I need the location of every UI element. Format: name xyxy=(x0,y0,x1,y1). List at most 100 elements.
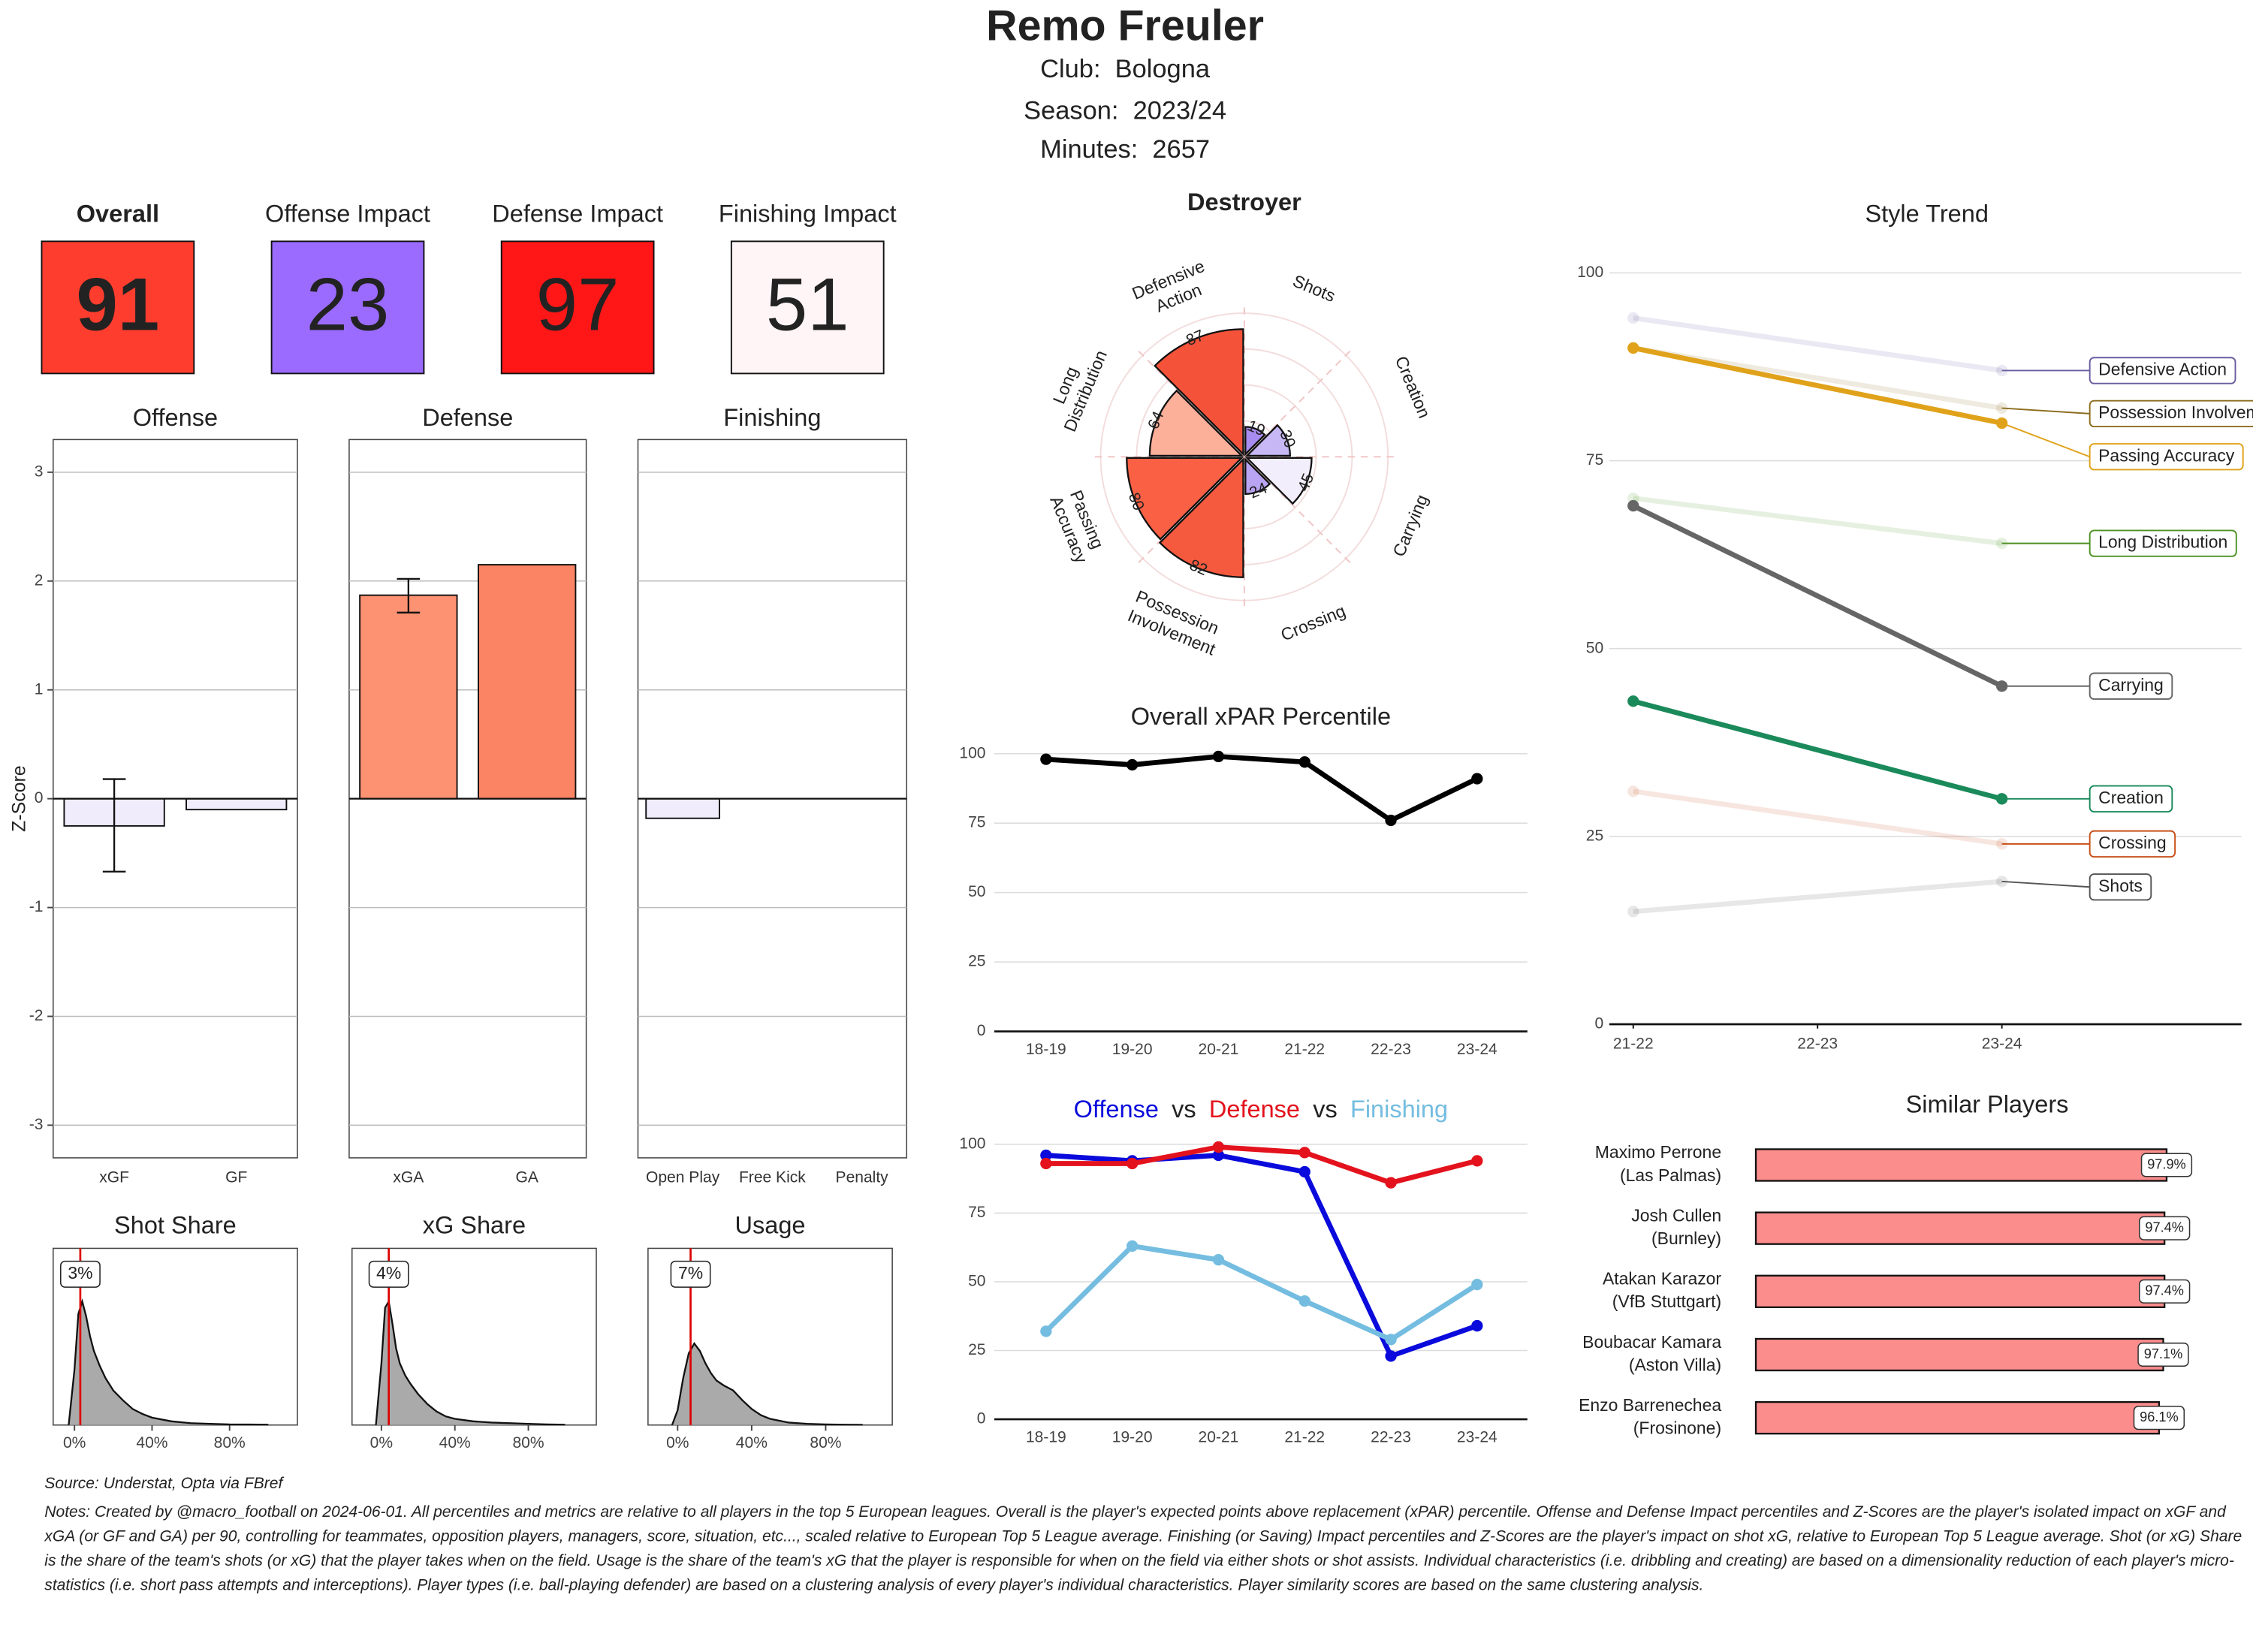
y-axis-title: Z-Score xyxy=(8,765,29,831)
point xyxy=(1471,1319,1483,1332)
legend-entry: Creation xyxy=(2098,788,2164,807)
point xyxy=(1212,1254,1225,1266)
wedge xyxy=(1154,328,1244,457)
category-label: Defensive Action xyxy=(1130,254,1220,322)
panel-title: Offense xyxy=(133,404,218,431)
source: Source: Understat, Opta via FBref xyxy=(44,1475,283,1493)
point xyxy=(1212,1149,1225,1162)
wedge xyxy=(1148,389,1244,457)
kpi-box xyxy=(500,240,655,375)
point xyxy=(1627,695,1639,707)
title-separator: vs xyxy=(1172,1095,1196,1122)
kpi-label: Finishing Impact xyxy=(719,200,897,228)
marker-label: 4% xyxy=(376,1263,401,1283)
footer-text: Source: Understat, Opta via FBref Notes:… xyxy=(44,1473,2242,1599)
y-tick-label: 75 xyxy=(1586,451,1603,469)
legend-box xyxy=(2089,830,2176,858)
point xyxy=(1126,1240,1139,1253)
series-line xyxy=(1633,496,2003,546)
point xyxy=(1995,838,2008,850)
x-tick-label: 18-19 xyxy=(1026,1041,1066,1058)
player-name: Boubacar Kamara xyxy=(1582,1332,1721,1352)
point xyxy=(1385,1177,1397,1189)
notes: Notes: Created by @macro_football on 202… xyxy=(44,1503,2242,1595)
x-tick-label: 20-21 xyxy=(1199,1429,1239,1446)
point xyxy=(1995,876,2008,888)
y-tick-label: 25 xyxy=(968,1341,985,1358)
point xyxy=(1040,753,1052,765)
player-club: (Aston Villa) xyxy=(1629,1355,1721,1374)
category-label: Passing Accuracy xyxy=(1046,485,1111,566)
legend-box xyxy=(2089,785,2173,812)
point xyxy=(1040,1325,1052,1337)
kpi-label: Offense Impact xyxy=(265,200,430,228)
legend-box xyxy=(2089,672,2173,700)
point xyxy=(1040,1157,1052,1170)
value-label-box xyxy=(2133,1406,2185,1430)
point xyxy=(1298,1295,1310,1307)
x-tick-label: 80% xyxy=(512,1434,544,1452)
bar xyxy=(1754,1148,2168,1182)
x-tick-label: 80% xyxy=(214,1434,246,1452)
point xyxy=(1627,499,1639,512)
category-label: Creation xyxy=(1392,353,1434,421)
legend-box xyxy=(2089,443,2244,471)
point xyxy=(1385,814,1397,827)
y-tick-label: 100 xyxy=(959,744,985,761)
x-tick-label: xGA xyxy=(393,1168,424,1186)
value-label-box xyxy=(2137,1342,2189,1367)
y-tick-label: 50 xyxy=(1586,639,1603,656)
x-tick-label: 22-23 xyxy=(1371,1429,1411,1446)
kpi-box xyxy=(270,240,425,375)
point xyxy=(1471,1278,1483,1291)
subtitle: Season: 2023/24 xyxy=(1024,96,1226,125)
series-line xyxy=(1632,503,2004,689)
density-area xyxy=(671,1343,863,1425)
category-label: Crossing xyxy=(1278,601,1349,645)
x-tick-label: 23-24 xyxy=(1457,1041,1497,1058)
player-name: Atakan Karazor xyxy=(1603,1269,1721,1289)
legend-entry: Defense xyxy=(1209,1095,1300,1122)
bar xyxy=(1754,1274,2166,1309)
player-name: Josh Cullen xyxy=(1631,1205,1721,1225)
legend-entry: Finishing xyxy=(1350,1095,1448,1122)
wedge xyxy=(1244,424,1291,457)
kpi-value: 23 xyxy=(306,264,390,347)
x-tick-label: 21-22 xyxy=(1284,1041,1325,1058)
x-tick-label: 21-22 xyxy=(1284,1429,1325,1446)
subtitle: Minutes: 2657 xyxy=(1040,135,1210,164)
value-label-box xyxy=(2138,1279,2191,1304)
legend-entry: Shots xyxy=(2098,876,2143,895)
player-name: Maximo Perrone xyxy=(1595,1142,1721,1162)
player-club: (Burnley) xyxy=(1651,1228,1721,1248)
x-tick-label: 23-24 xyxy=(1457,1429,1497,1446)
category-label: Carrying xyxy=(1389,492,1431,559)
y-tick-label: -1 xyxy=(29,898,44,915)
marker-label: 7% xyxy=(678,1263,703,1283)
kpi-value: 91 xyxy=(77,264,160,347)
density-area xyxy=(376,1301,566,1425)
y-tick-label: 100 xyxy=(1577,264,1603,281)
point xyxy=(1040,1149,1052,1162)
legend-box xyxy=(2089,399,2253,428)
value-label-box xyxy=(2140,1153,2193,1177)
y-tick-label: 0 xyxy=(1595,1015,1604,1032)
label-connector xyxy=(2001,880,2090,888)
label-connector xyxy=(2001,422,2090,458)
wedge xyxy=(1244,457,1313,505)
x-tick-label: 18-19 xyxy=(1026,1429,1066,1446)
x-tick-label: 19-20 xyxy=(1112,1041,1153,1058)
chart-title: Destroyer xyxy=(1187,188,1301,216)
wedge xyxy=(1244,457,1271,495)
y-tick-label: 3 xyxy=(35,463,44,480)
legend-entry: Offense xyxy=(1074,1095,1159,1122)
y-tick-label: 0 xyxy=(977,1022,986,1039)
x-tick-label: GA xyxy=(515,1168,538,1186)
x-tick-label: 21-22 xyxy=(1613,1035,1654,1052)
density-line xyxy=(68,1298,269,1426)
point xyxy=(1126,1157,1139,1170)
x-tick-label: 0% xyxy=(63,1434,86,1452)
value-label: 97.1% xyxy=(2144,1346,2182,1361)
chart-title: Offense vs Defense vs Finishing xyxy=(1074,1095,1448,1122)
